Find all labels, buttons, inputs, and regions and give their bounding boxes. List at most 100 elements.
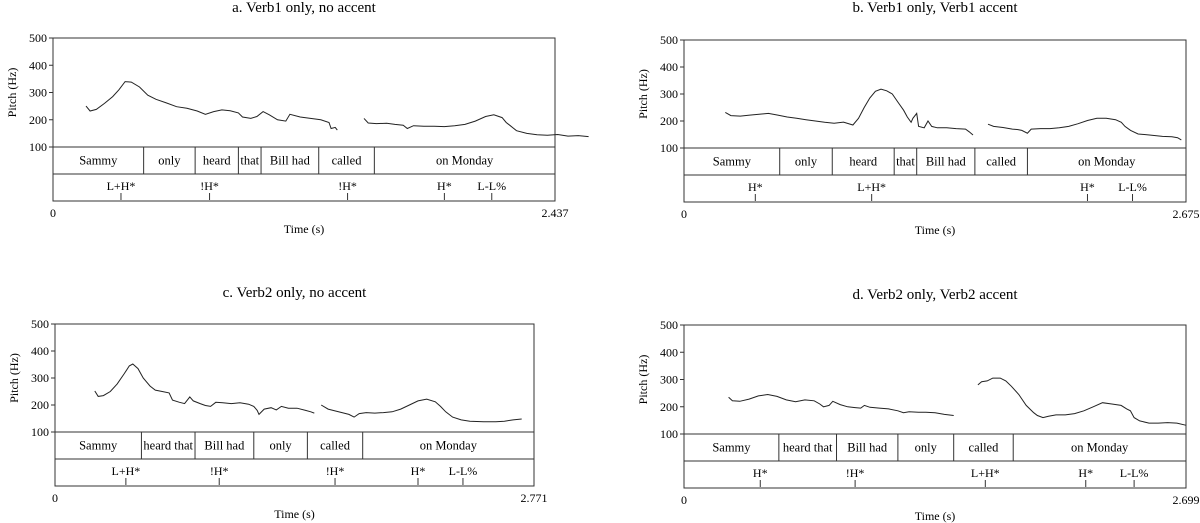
pitch-contour [725,88,974,136]
word-label: Bill had [847,441,888,455]
tone-tier-frame [683,460,1187,489]
tone-tier-frame [683,174,1187,203]
pitch-contour [320,398,522,423]
pitch-panel-c: c. Verb2 only, no accent 100 200 300 400 500 P… [7,285,548,521]
x-axis-label: Time (s) [274,507,315,521]
pitch-frame [683,39,1187,149]
y-tick-label: 400 [660,345,678,359]
pitch-contour [363,114,589,138]
word-label: only [795,155,818,169]
x-axis-label: Time (s) [284,222,325,236]
word-label: only [269,439,292,453]
word-label: that [896,155,915,169]
tone-label: !H* [326,464,345,478]
pitch-contour [987,117,1182,141]
word-label: called [986,155,1017,169]
y-axis-label: Pitch (Hz) [636,69,650,119]
y-tick-label: 500 [660,33,678,47]
y-tick-label: 100 [29,140,47,154]
y-tick-label: 500 [660,318,678,332]
panel-title: d. Verb2 only, Verb2 accent [852,287,1018,303]
y-tick-label: 500 [31,317,49,331]
tone-label: L+H* [111,464,140,478]
panel-title: c. Verb2 only, no accent [223,285,368,301]
tone-label: L-L% [1118,180,1147,194]
tone-label: L-L% [449,464,478,478]
pitch-contour [94,363,315,416]
y-tick-label: 200 [660,400,678,414]
pitch-panel-d: d. Verb2 only, Verb2 accent 100 200 300 400 5… [636,287,1200,523]
y-tick-label: 300 [660,373,678,387]
tone-label: L+H* [107,179,136,193]
tone-label: H* [748,180,763,194]
word-label: heard that [783,441,833,455]
word-label: Sammy [79,439,118,453]
tone-tier-frame [54,458,535,487]
tone-label: L-L% [477,179,506,193]
tone-tier-frame [52,173,556,202]
x-tick-label: 2.437 [542,206,569,220]
tone-label: H* [411,464,426,478]
y-tick-label: 200 [660,114,678,128]
pitch-frame [54,323,535,433]
word-label: called [969,441,1000,455]
word-label: heard [849,155,878,169]
pitch-panel-a: a. Verb1 only, no accent 100 200 300 400 500 P… [5,0,589,236]
pitch-frame [683,324,1187,435]
x-axis-label: Time (s) [915,509,956,523]
y-tick-label: 100 [31,425,49,439]
word-label: on Monday [420,439,478,453]
tone-label: H* [753,466,768,480]
word-label: called [332,154,363,168]
y-tick-label: 400 [31,344,49,358]
y-tick-label: 100 [660,141,678,155]
y-tick-label: 400 [660,60,678,74]
y-axis-label: Pitch (Hz) [7,353,21,403]
tone-label: H* [437,179,452,193]
x-tick-label: 2.675 [1173,207,1200,221]
y-axis-label: Pitch (Hz) [636,355,650,405]
word-label: Bill had [926,155,967,169]
tone-label: H* [1078,466,1093,480]
tone-label: L+H* [857,180,886,194]
panel-title: a. Verb1 only, no accent [232,0,377,16]
word-label: Bill had [204,439,245,453]
x-tick-label: 2.771 [521,491,548,505]
panel-title: b. Verb1 only, Verb1 accent [852,0,1018,16]
tone-label: !H* [338,179,357,193]
y-tick-label: 400 [29,58,47,72]
pitch-panel-b: b. Verb1 only, Verb1 accent 100 200 300 400 5… [636,0,1200,237]
x-tick-label: 0 [52,491,58,505]
word-label: on Monday [436,154,494,168]
word-label: that [240,154,259,168]
word-label: on Monday [1071,441,1129,455]
x-tick-label: 0 [681,493,687,507]
word-label: Sammy [79,154,118,168]
y-tick-label: 200 [31,398,49,412]
x-tick-label: 0 [50,206,56,220]
tone-label: !H* [200,179,219,193]
y-tick-label: 500 [29,31,47,45]
y-tick-label: 300 [660,87,678,101]
word-label: only [915,441,938,455]
tone-label: L-L% [1120,466,1149,480]
word-label: heard that [143,439,193,453]
pitch-contour [728,393,954,416]
word-label: heard [203,154,232,168]
x-tick-label: 2.699 [1173,493,1200,507]
x-axis-label: Time (s) [915,223,956,237]
y-tick-label: 200 [29,113,47,127]
y-tick-label: 300 [29,86,47,100]
y-tick-label: 300 [31,371,49,385]
y-tick-label: 100 [660,427,678,441]
tone-label: L+H* [971,466,1000,480]
tone-label: !H* [846,466,865,480]
word-label: Sammy [712,441,751,455]
tone-label: !H* [210,464,229,478]
pitch-contour [977,377,1187,426]
tone-label: H* [1080,180,1095,194]
word-label: only [158,154,181,168]
word-label: called [320,439,351,453]
word-label: on Monday [1078,155,1136,169]
